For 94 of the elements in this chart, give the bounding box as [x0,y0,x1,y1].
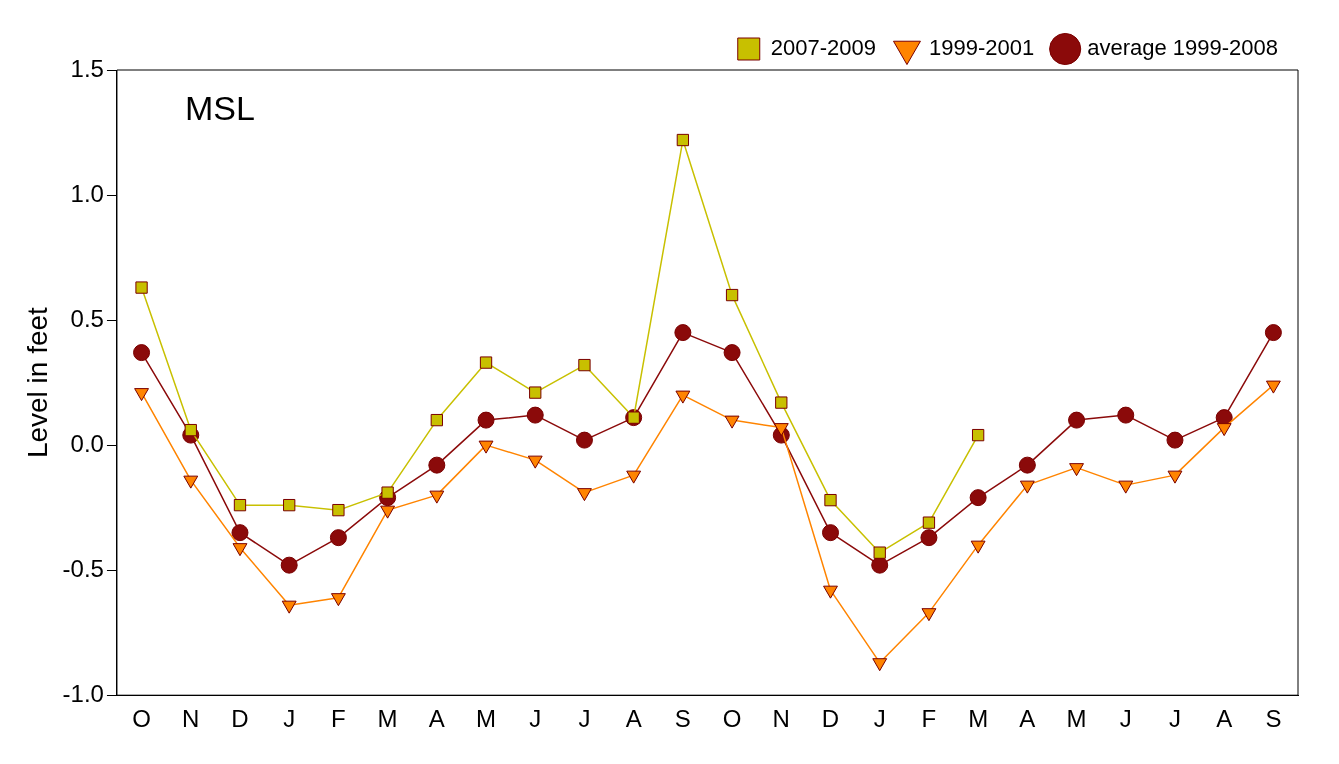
point [970,540,986,554]
point [332,503,345,517]
point [1068,411,1086,429]
x-tick-label: J [283,705,296,733]
point [1118,480,1134,494]
legend-label: 1999-2001 [928,35,1035,61]
x-tick-label: J [873,705,886,733]
legend-label: 2007-2009 [770,35,876,61]
point [529,386,542,399]
point [429,490,445,504]
point [969,489,987,507]
point [1018,456,1036,474]
x-tick-label: D [821,705,840,733]
point [578,358,591,372]
point [428,456,446,474]
point [723,344,741,362]
point [380,505,396,519]
point [430,413,443,427]
x-tick-label: M [968,705,989,733]
point [1265,380,1281,394]
point [724,415,740,429]
point [281,600,297,614]
x-tick-label: A [1019,705,1036,733]
x-tick-label: S [1265,705,1282,733]
point [133,344,151,362]
point [823,585,838,599]
point [526,406,544,424]
x-tick-label: N [182,705,200,733]
y-axis-title: Level in feet [21,306,53,459]
point [134,388,149,402]
x-tick-label: N [772,705,790,733]
legend-label: average 1999-2008 [1087,35,1278,61]
point [1069,463,1084,477]
point [135,281,148,294]
y-tick-label: -1.0 [62,679,104,707]
point [1216,423,1232,437]
point [725,288,739,302]
x-tick-label: M [1066,705,1087,733]
x-tick-label: M [377,705,398,733]
point [775,396,788,409]
point [824,493,837,507]
point [971,428,985,442]
x-tick-label: A [625,705,642,733]
point [329,529,347,547]
point [478,440,494,454]
point [674,324,692,342]
point [626,470,642,484]
point [577,488,592,502]
point [527,455,543,469]
point [773,423,789,437]
point [479,356,493,369]
point [183,475,199,489]
point [871,556,889,574]
point [1019,480,1035,494]
x-tick-label: A [428,705,445,733]
point [920,529,938,547]
x-tick-label: J [578,705,591,733]
y-tick-label: 1.0 [70,179,104,207]
x-tick-label: F [921,705,937,733]
point [822,524,839,542]
point [1167,470,1183,484]
x-tick-label: J [1168,705,1181,733]
x-tick-label: O [132,705,151,733]
point [231,524,249,542]
point [232,543,248,557]
x-tick-label: O [722,705,742,733]
point [872,658,888,672]
y-tick-label: 0.5 [70,304,104,332]
x-tick-label: F [331,705,346,733]
y-tick-label: 1.5 [70,54,104,82]
point [922,516,936,529]
point [1117,406,1135,424]
x-tick-label: M [476,705,497,733]
point [1264,324,1282,342]
point [873,546,886,559]
point [675,390,691,404]
point [233,498,247,512]
point [921,608,937,622]
x-tick-label: J [1119,705,1132,733]
point [676,133,690,147]
x-tick-label: J [529,705,542,733]
point [184,423,197,437]
y-tick-label: -0.5 [62,554,104,582]
point [280,556,298,574]
point [330,593,346,607]
y-tick-label: 0.0 [70,429,104,457]
point [283,498,296,512]
point [1166,431,1184,449]
x-tick-label: S [674,705,691,733]
point [477,411,495,429]
x-tick-label: A [1216,705,1233,733]
point [575,431,593,449]
x-tick-label: D [231,705,249,733]
annotation: MSL [184,89,255,128]
